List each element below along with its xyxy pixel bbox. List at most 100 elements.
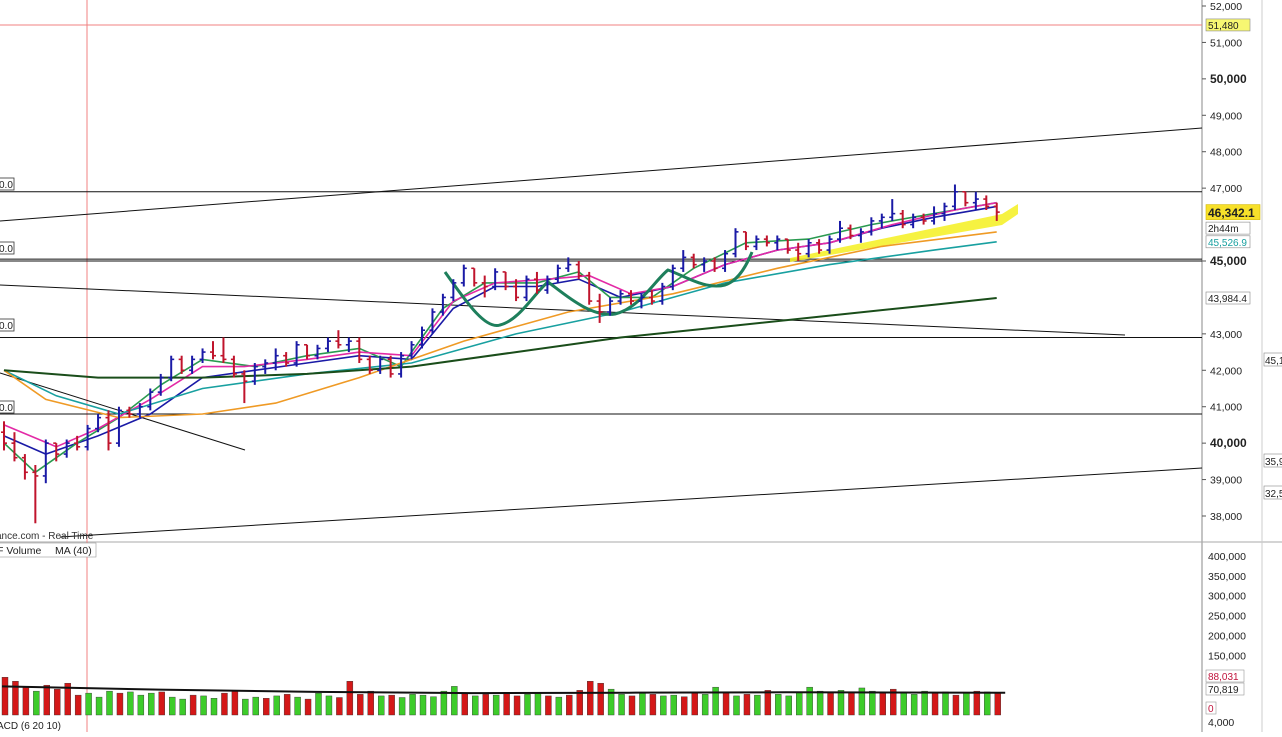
ohlc-bar [324,337,331,353]
price-label-box [1205,221,1251,235]
ohlc-bar [168,355,175,382]
volume-bar [607,688,615,716]
volume-bar [743,694,751,716]
ohlc-bar [648,290,655,305]
right-edge-label: 32,5 [1265,489,1282,500]
volume-bar [639,692,646,716]
volume-bar [283,694,291,716]
ohlc-bar [450,279,457,302]
ohlc-bar [857,228,864,243]
volume-bar [712,686,719,716]
volume-bar [127,691,134,716]
ohlc-bar [941,202,948,221]
ohlc-bar [502,271,509,291]
ohlc-bar [993,202,1000,221]
volume-bar [22,686,30,716]
right-edge-label-box [1263,352,1282,367]
level-label: 0.0 [0,403,13,414]
volume-bar [95,696,103,716]
volume-bar [336,697,343,716]
volume-bar [837,690,845,716]
volume-bar [775,694,782,716]
moving-average-line [3,241,997,415]
trendline-short [0,372,246,451]
volume-bar [534,692,542,716]
ohlc-bar [983,195,990,210]
volume-tick-label: 300,000 [1208,591,1246,603]
volume-bar [189,694,197,716]
volume-bar [764,690,772,716]
volume-bar [910,694,918,716]
volume-tick-label: 350,000 [1208,571,1246,583]
volume-bar [931,692,939,716]
ohlc-bar [722,250,729,272]
volume-bar [587,681,594,716]
price-tick-label: 52,000 [1210,1,1242,13]
ohlc-bar [115,406,122,447]
volume-bar [848,691,855,716]
price-label: 51,480 [1208,21,1239,32]
ohlc-bar [398,352,405,378]
volume-bar [294,696,301,716]
volume-bar [628,695,636,716]
volume-bar [54,688,61,716]
volume-legend-ma: MA (40) [55,545,92,557]
ohlc-bar [669,264,676,291]
volume-bar [722,692,730,716]
volume-bar [733,695,740,716]
price-label-box [1205,291,1251,305]
volume-bar [12,681,19,716]
price-tick-label: 40,000 [1210,436,1247,450]
volume-bar [701,694,709,716]
ohlc-bar [241,370,248,404]
price-tick-label: 43,000 [1210,329,1242,341]
ohlc-bar [377,355,384,374]
volume-bar [158,691,165,716]
volume-bar [858,687,866,716]
ohlc-bar [628,290,634,305]
level-label: 0.0 [0,321,13,332]
ohlc-bar [847,224,854,240]
price-label-box [1205,235,1251,249]
ohlc-bar [189,355,196,374]
volume-bar [513,695,521,716]
ohlc-bar [680,250,687,272]
volume-bar [106,690,113,716]
bottom-indicator-label: ACD (6 20 10) [0,721,61,732]
level-label: 0.0 [0,244,13,255]
ohlc-bar [314,344,321,360]
ohlc-bar [283,352,290,367]
ohlc-bar [763,235,770,247]
volume-bar [827,692,834,716]
ohlc-bar [366,355,373,374]
volume-bar [816,690,824,716]
level-label-box [0,318,15,332]
ohlc-bar [408,341,415,360]
ohlc-bar [199,348,206,363]
ohlc-bar [147,388,154,411]
price-label: 43,984.4 [1208,294,1247,305]
ohlc-bar [105,410,112,451]
ohlc-bar [419,326,425,349]
volume-bar [796,691,803,716]
ohlc-bar [617,290,624,305]
ohlc-bar [554,264,561,283]
volume-bar [984,691,991,716]
ohlc-bar [74,435,81,451]
ohlc-bar [335,330,342,349]
volume-bar [74,694,82,716]
ohlc-bar [513,279,520,302]
price-label-box [1205,18,1251,32]
right-edge-label-box [1263,485,1282,500]
volume-legend-box [0,542,97,558]
ohlc-bar [690,253,697,269]
volume-bar [597,682,604,716]
volume-bar [346,681,354,716]
level-label: 0.0 [0,180,13,191]
level-label-box [0,241,15,255]
volume-bar [942,691,949,716]
ohlc-bar [304,343,311,360]
price-tick-label: 45,000 [1210,254,1247,268]
volume-bar [649,694,657,716]
